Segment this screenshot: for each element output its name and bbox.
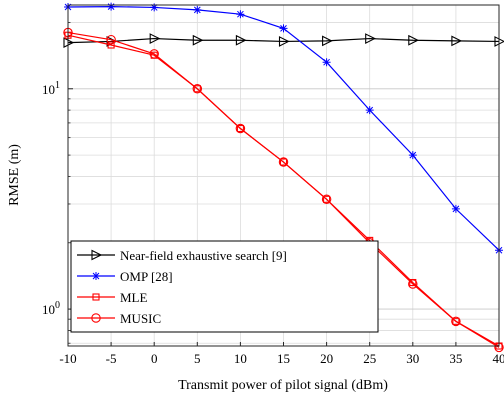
x-tick-label: 25 xyxy=(363,351,376,366)
triangle-marker xyxy=(192,34,204,46)
x-tick-label: 15 xyxy=(277,351,290,366)
triangle-marker xyxy=(451,35,463,47)
star-marker xyxy=(107,2,116,11)
square-marker xyxy=(236,124,244,133)
legend-label: MUSIC xyxy=(120,311,161,326)
square-marker xyxy=(107,41,115,49)
triangle-marker xyxy=(322,35,333,47)
star-marker xyxy=(92,272,100,280)
triangle-marker xyxy=(408,34,420,46)
y-tick-label: 100 xyxy=(42,300,60,317)
triangle-marker xyxy=(149,33,161,44)
legend-label: Near-field exhaustive search [9] xyxy=(120,248,287,263)
square-marker xyxy=(279,158,288,166)
star-marker xyxy=(279,24,288,33)
circle-marker xyxy=(91,313,101,323)
legend-item-0: Near-field exhaustive search [9] xyxy=(77,248,287,263)
legend-item-1: OMP [28] xyxy=(77,269,173,284)
x-axis-title: Transmit power of pilot signal (dBm) xyxy=(178,378,388,393)
x-tick-label: 40 xyxy=(493,351,504,366)
y-axis-title: RMSE (m) xyxy=(7,144,22,206)
circle-marker xyxy=(451,316,461,327)
series-line xyxy=(67,31,500,348)
circle-marker xyxy=(106,34,116,45)
square-marker xyxy=(323,195,331,203)
square-marker xyxy=(193,85,201,93)
x-tick-label: -5 xyxy=(106,351,117,366)
star-marker xyxy=(408,151,417,160)
star-marker xyxy=(193,5,202,14)
circle-marker xyxy=(321,194,332,205)
circle-marker xyxy=(278,157,289,167)
x-tick-label: 35 xyxy=(449,351,462,366)
series-line xyxy=(67,37,500,44)
circle-marker xyxy=(235,123,246,134)
circle-marker xyxy=(408,279,418,289)
legend-box xyxy=(70,240,379,333)
legend-item-3: MUSIC xyxy=(77,311,161,326)
legend-label: OMP [28] xyxy=(120,269,173,284)
y-tick-label: 101 xyxy=(42,80,60,97)
legend: Near-field exhaustive search [9] OMP [28]… xyxy=(70,240,379,333)
star-marker xyxy=(451,204,460,213)
star-marker xyxy=(322,58,331,67)
star-marker xyxy=(150,3,159,12)
x-tick-label: 20 xyxy=(320,351,333,366)
x-tick-label: 5 xyxy=(194,351,201,366)
legend-label: MLE xyxy=(120,290,148,305)
triangle-marker xyxy=(278,36,290,47)
legend-item-2: MLE xyxy=(77,290,148,305)
series-layer xyxy=(63,2,504,353)
triangle-marker xyxy=(91,249,103,261)
star-marker xyxy=(236,10,245,19)
x-tick-label: 0 xyxy=(151,351,158,366)
x-tick-label: 30 xyxy=(406,351,419,366)
x-tick-label: -10 xyxy=(59,351,76,366)
circle-marker xyxy=(149,49,159,59)
series-1 xyxy=(64,2,503,255)
triangle-marker xyxy=(235,34,247,46)
circle-marker xyxy=(192,84,203,94)
x-tick-label: 10 xyxy=(234,351,247,366)
star-marker xyxy=(365,106,374,115)
series-3 xyxy=(63,27,504,353)
square-marker xyxy=(452,317,460,325)
square-marker xyxy=(92,293,100,301)
triangle-marker xyxy=(365,33,376,44)
